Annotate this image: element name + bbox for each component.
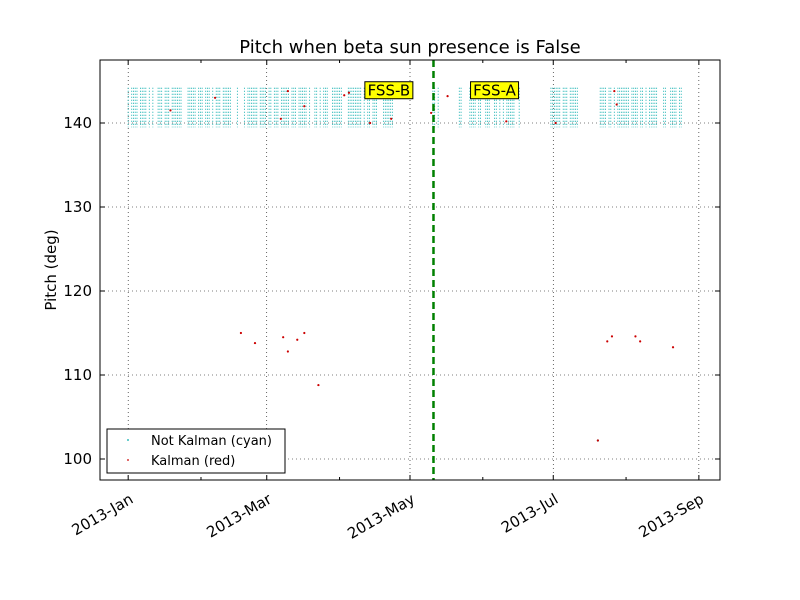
kalman-point: [317, 383, 320, 387]
data-points: [169, 89, 675, 442]
y-axis-label: Pitch (deg): [42, 229, 60, 310]
legend-label-not-kalman: Not Kalman (cyan): [151, 434, 272, 449]
kalman-point: [286, 89, 289, 93]
kalman-point: [286, 350, 289, 353]
legend: Not Kalman (cyan) Kalman (red): [106, 428, 286, 474]
kalman-point: [606, 340, 609, 343]
annotation-box: [470, 81, 520, 100]
kalman-point: [634, 335, 637, 338]
x-tick-label: 2013-Sep: [636, 490, 707, 542]
chart-title: Pitch when beta sun presence is False: [239, 37, 580, 58]
kalman-point: [303, 331, 306, 335]
kalman-point: [615, 103, 618, 106]
kalman-point: [671, 346, 675, 349]
kalman-point: [368, 121, 372, 125]
kalman-point: [213, 96, 217, 99]
kalman-point: [639, 340, 642, 343]
x-tick-label: 2013-Mar: [203, 489, 275, 541]
kalman-point: [303, 105, 306, 108]
kalman-point: [253, 341, 257, 345]
legend-label-kalman: Kalman (red): [151, 454, 235, 469]
x-tick-label: 2013-May: [344, 490, 418, 543]
kalman-point: [239, 331, 243, 335]
kalman-point: [430, 111, 433, 115]
y-axis-ticks: 100 110 120 130 140: [63, 114, 720, 468]
legend-marker-kalman: [127, 459, 129, 461]
legend-marker-not-kalman: [127, 439, 129, 441]
annotation-label: FSS-B: [368, 82, 411, 100]
x-tick-label: 2013-Jul: [498, 490, 561, 537]
y-tick-label: 140: [63, 114, 92, 132]
kalman-point: [282, 336, 285, 339]
annotations: FSS-B FSS-A: [364, 81, 520, 100]
kalman-point: [613, 89, 616, 93]
kalman-point: [390, 117, 393, 120]
legend-box: [106, 428, 286, 474]
y-tick-label: 100: [63, 450, 92, 468]
x-tick-label: 2013-Jan: [69, 490, 136, 539]
kalman-point: [296, 338, 299, 341]
kalman-point: [505, 120, 508, 123]
y-tick-label: 120: [63, 282, 92, 300]
kalman-point: [279, 117, 282, 120]
kalman-point: [347, 91, 351, 94]
kalman-point: [169, 109, 172, 112]
plot-area: [100, 60, 720, 480]
kalman-point: [554, 121, 557, 125]
grid-lines: [100, 60, 720, 480]
annotation-box: [364, 81, 414, 100]
annotation-label: FSS-A: [473, 82, 516, 100]
kalman-point: [446, 95, 449, 98]
kalman-point: [596, 439, 599, 442]
y-tick-label: 110: [63, 366, 92, 384]
y-tick-label: 130: [63, 198, 92, 216]
kalman-point: [343, 94, 346, 97]
kalman-point: [610, 335, 614, 338]
